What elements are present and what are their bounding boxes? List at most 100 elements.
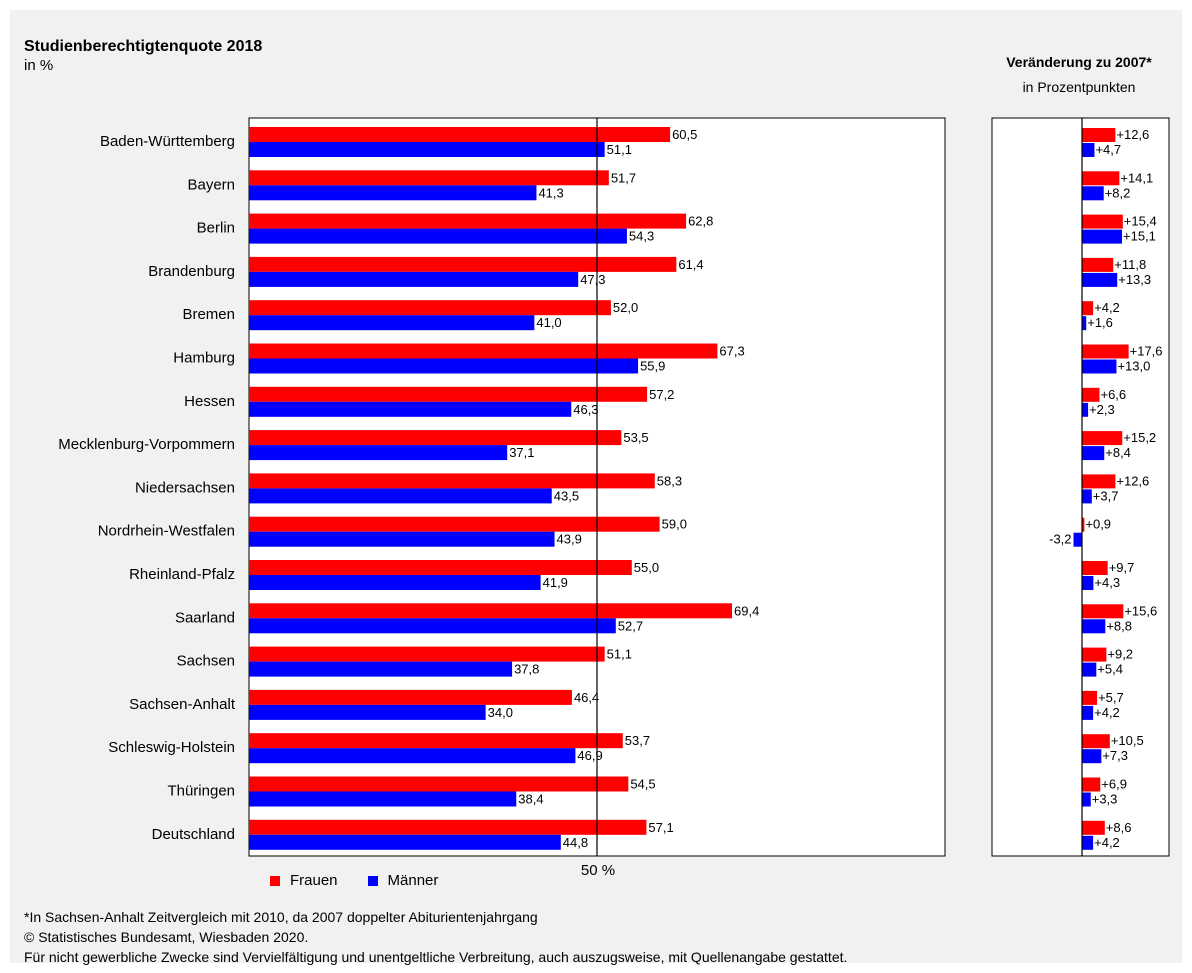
change-label-frauen: +6,9 [1101, 777, 1127, 792]
data-label-frauen: 61,4 [678, 257, 703, 272]
bar-frauen [249, 603, 733, 619]
data-label-frauen: 52,0 [613, 300, 638, 315]
change-bar-maenner [1082, 316, 1087, 331]
change-bar-maenner [1082, 186, 1104, 201]
bar-maenner [249, 661, 513, 677]
change-label-frauen: +15,4 [1124, 214, 1157, 229]
change-bar-frauen [1082, 734, 1110, 749]
data-label-maenner: 44,8 [563, 835, 588, 850]
category-label: Nordrhein-Westfalen [98, 523, 235, 540]
change-bar-maenner [1082, 749, 1102, 764]
change-panel-subtitle: in Prozentpunkten [1022, 79, 1136, 95]
change-label-maenner: +4,3 [1094, 575, 1120, 590]
bar-frauen [249, 776, 629, 792]
bar-frauen [249, 646, 605, 662]
change-label-maenner: +2,3 [1089, 402, 1115, 417]
category-label: Hessen [184, 393, 235, 410]
change-label-maenner: +3,7 [1093, 488, 1119, 503]
data-label-frauen: 58,3 [657, 473, 682, 488]
change-label-maenner: +3,3 [1092, 792, 1118, 807]
bar-maenner [249, 531, 555, 547]
category-label: Bayern [187, 176, 235, 193]
bar-maenner [249, 185, 537, 201]
change-label-frauen: +8,6 [1106, 820, 1132, 835]
change-bar-maenner [1082, 705, 1094, 720]
bar-maenner [249, 834, 561, 850]
legend: Frauen Männer [270, 872, 460, 889]
change-bar-maenner [1082, 576, 1094, 590]
change-bar-frauen [1082, 214, 1123, 229]
data-label-maenner: 52,7 [618, 618, 643, 633]
legend-label-frauen: Frauen [290, 872, 338, 889]
data-label-frauen: 67,3 [719, 344, 744, 359]
legend-item-frauen: Frauen [270, 872, 338, 889]
data-label-maenner: 43,5 [554, 488, 579, 503]
change-bar-maenner [1082, 792, 1091, 807]
change-label-frauen: +11,8 [1114, 257, 1146, 272]
bar-frauen [249, 689, 572, 705]
change-label-maenner: +4,7 [1095, 142, 1121, 157]
data-label-frauen: 60,5 [672, 127, 697, 142]
data-label-maenner: 51,1 [607, 142, 632, 157]
category-label: Baden-Württemberg [100, 133, 235, 150]
change-label-maenner: +13,3 [1118, 272, 1151, 287]
data-label-maenner: 37,1 [509, 445, 534, 460]
change-bar-frauen [1082, 820, 1105, 835]
chart-title: Studienberechtigtenquote 2018 [24, 38, 263, 55]
bar-maenner [249, 401, 572, 417]
category-label: Sachsen [177, 653, 235, 670]
change-label-maenner: +8,8 [1106, 618, 1132, 633]
bar-frauen [249, 386, 648, 402]
legend-item-maenner: Männer [367, 872, 439, 889]
bar-frauen [249, 170, 609, 186]
chart-subtitle: in % [24, 57, 54, 74]
change-label-frauen: +4,2 [1094, 300, 1120, 315]
change-bar-maenner [1082, 446, 1105, 461]
data-label-frauen: 51,7 [611, 170, 636, 185]
data-label-maenner: 54,3 [629, 229, 654, 244]
category-label: Brandenburg [148, 263, 235, 280]
change-bar-maenner [1082, 143, 1095, 157]
category-label: Niedersachsen [135, 479, 235, 496]
legend-label-maenner: Männer [387, 872, 439, 889]
change-label-maenner: +7,3 [1102, 748, 1128, 763]
data-label-frauen: 46,4 [574, 690, 599, 705]
change-label-maenner: -3,2 [1049, 532, 1071, 547]
bar-frauen [249, 733, 623, 749]
bar-frauen [249, 430, 622, 446]
bar-maenner [249, 315, 535, 331]
data-label-frauen: 57,2 [649, 387, 674, 402]
footnote-line: *In Sachsen-Anhalt Zeitvergleich mit 201… [24, 909, 538, 925]
data-label-maenner: 41,0 [536, 315, 561, 330]
bar-frauen [249, 256, 677, 272]
change-bar-frauen [1082, 301, 1094, 316]
bar-frauen [249, 819, 647, 835]
change-bar-frauen [1082, 777, 1101, 792]
bar-frauen [249, 473, 655, 489]
data-label-frauen: 53,5 [623, 430, 648, 445]
data-label-maenner: 37,8 [514, 662, 539, 677]
change-bar-frauen [1082, 171, 1120, 186]
data-label-frauen: 54,5 [630, 777, 655, 792]
bar-maenner [249, 228, 627, 244]
change-bar-frauen [1082, 387, 1100, 402]
change-label-frauen: +6,6 [1100, 387, 1126, 402]
change-bar-maenner [1073, 532, 1082, 547]
data-label-maenner: 47,3 [580, 272, 605, 287]
change-label-frauen: +15,2 [1123, 430, 1156, 445]
category-label: Bremen [182, 306, 235, 323]
change-label-frauen: +9,7 [1109, 560, 1135, 575]
category-label: Thüringen [167, 783, 235, 800]
category-label: Saarland [175, 609, 235, 626]
change-label-maenner: +13,0 [1117, 359, 1150, 374]
bar-maenner [249, 271, 579, 287]
change-bar-frauen [1082, 128, 1116, 142]
change-bar-frauen [1082, 257, 1114, 272]
bar-frauen [249, 343, 718, 359]
bar-maenner [249, 445, 508, 461]
category-label: Sachsen-Anhalt [129, 696, 236, 713]
data-label-maenner: 41,3 [538, 185, 563, 200]
data-label-frauen: 69,4 [734, 603, 759, 618]
bar-maenner [249, 142, 605, 157]
